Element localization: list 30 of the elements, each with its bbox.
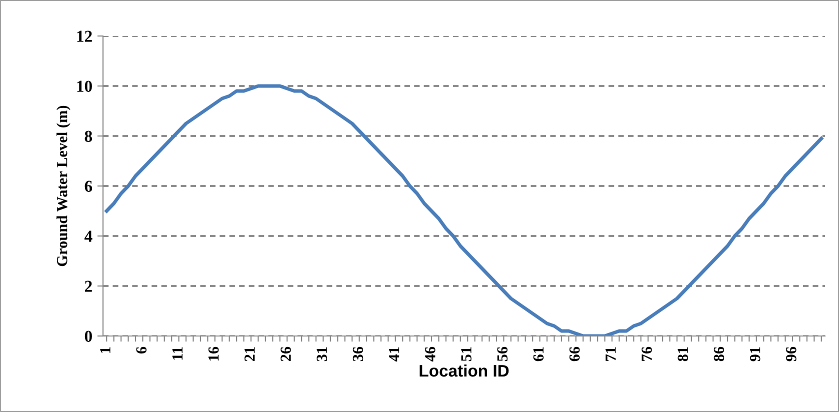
x-tick-label: 76	[642, 346, 652, 361]
x-tick-label: 11	[172, 347, 182, 360]
x-tick-label: 66	[569, 346, 580, 362]
y-tick-label: 8	[84, 130, 92, 142]
y-tick-label: 2	[84, 280, 92, 292]
x-tick-label: 1	[100, 347, 110, 353]
line-series	[104, 84, 824, 336]
x-tick-label: 86	[714, 346, 724, 362]
y-tick-label: 0	[84, 330, 92, 342]
x-axis-title: Location ID	[420, 364, 509, 377]
x-tick-label: 46	[425, 346, 436, 362]
x-tick-label: 96	[786, 346, 796, 362]
x-tick-label: 16	[208, 346, 219, 360]
y-tick-label: 10	[77, 80, 92, 92]
x-tick-label: 71	[606, 347, 616, 361]
y-tick-label: 4	[84, 230, 92, 242]
x-tick-label: 31	[316, 347, 328, 362]
x-tick-label: 91	[750, 347, 760, 362]
x-tick-label: 41	[389, 347, 400, 362]
x-tick-label: 61	[533, 347, 544, 362]
x-tick-label: 36	[352, 346, 364, 362]
x-tick-label: 26	[280, 346, 291, 362]
x-tick-label: 51	[461, 347, 472, 362]
y-tick-label: 6	[84, 180, 92, 192]
x-tick-label: 56	[497, 346, 508, 362]
y-tick-label: 12	[77, 30, 92, 42]
y-axis-title: Ground Water Level (m)	[56, 106, 70, 266]
x-tick-label: 6	[136, 346, 147, 354]
x-tick-label: 81	[678, 347, 688, 362]
x-tick-label: 21	[244, 347, 255, 362]
